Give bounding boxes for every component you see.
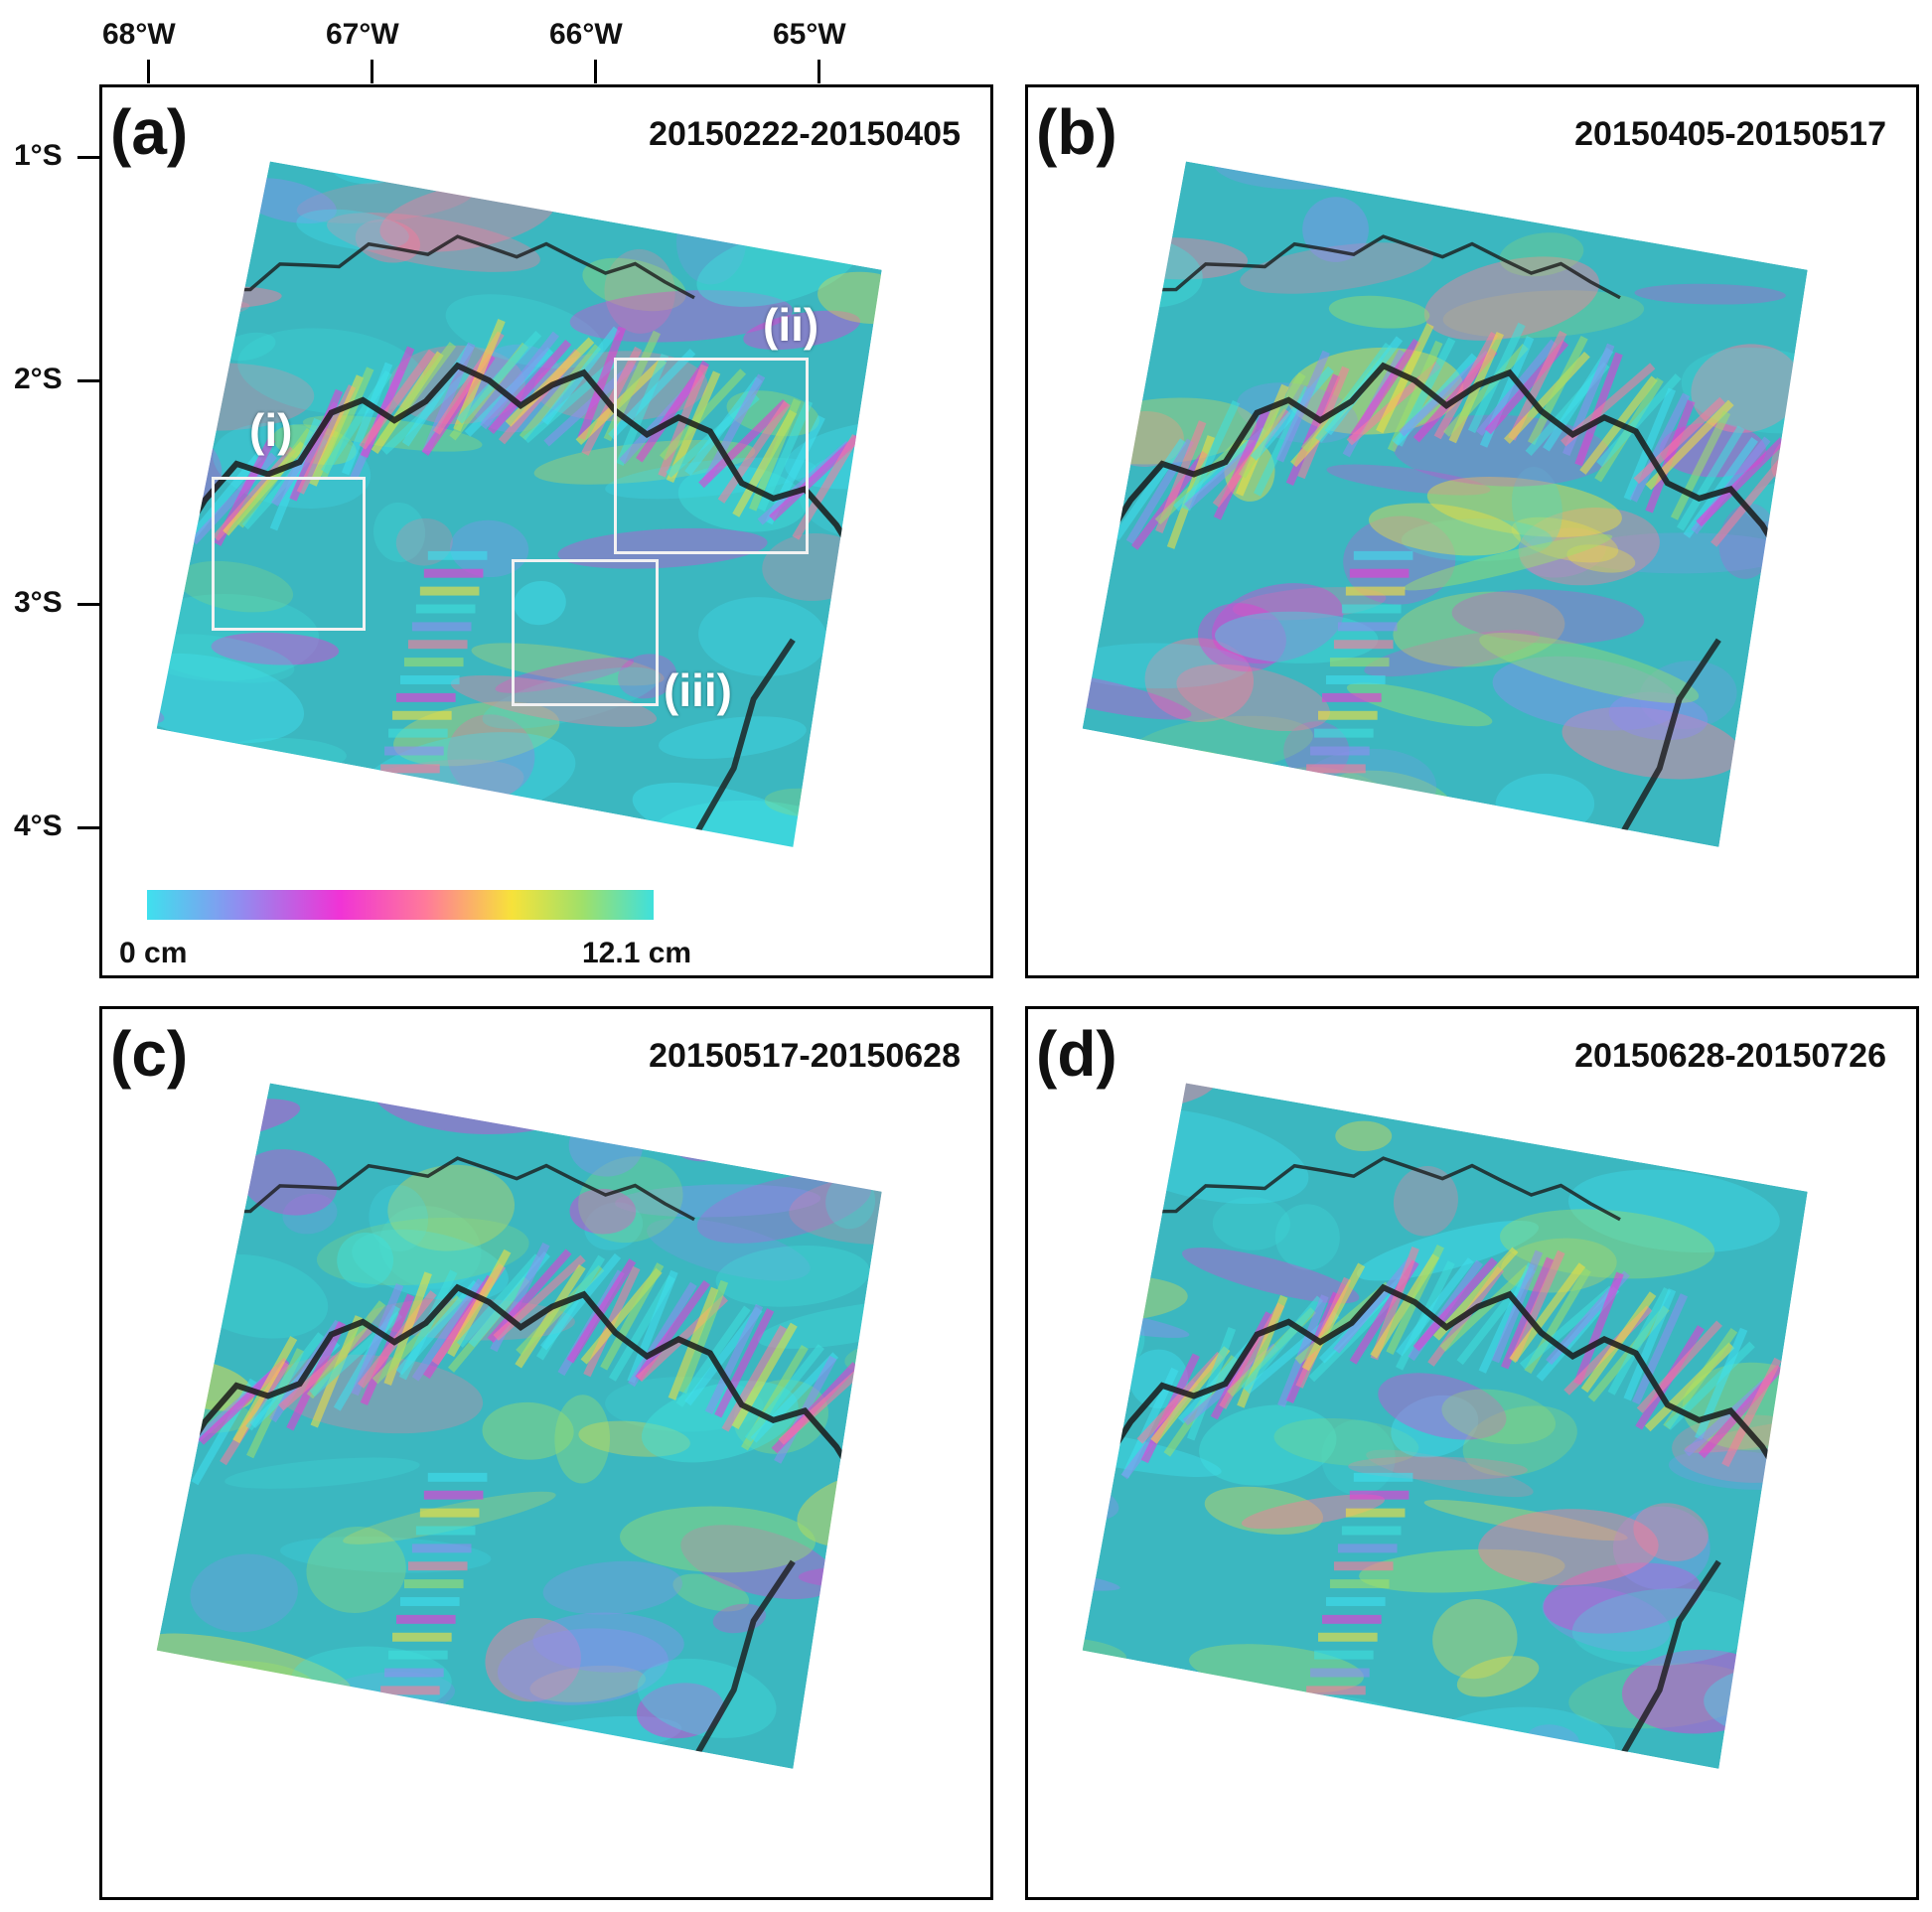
interferogram-map-c bbox=[156, 1083, 882, 1769]
lat-tick-mark bbox=[77, 379, 101, 382]
region-box-i bbox=[212, 477, 366, 631]
region-label-i: (i) bbox=[249, 404, 293, 456]
lat-tick-mark bbox=[77, 156, 101, 159]
colorbar-gradient bbox=[147, 890, 654, 920]
lat-tick-mark bbox=[77, 603, 101, 606]
region-box-ii bbox=[614, 358, 809, 554]
panel-letter: (c) bbox=[110, 1018, 189, 1090]
panel-date-range: 20150405-20150517 bbox=[1574, 115, 1886, 153]
lat-tick-label: 3°S bbox=[14, 586, 63, 619]
region-label-ii: (ii) bbox=[763, 299, 819, 351]
region-label-iii: (iii) bbox=[664, 664, 732, 716]
interferogram-map-b bbox=[1082, 161, 1808, 847]
lon-tick-mark bbox=[371, 60, 373, 83]
panel-c: (c) 20150517-20150628 bbox=[99, 1006, 993, 1900]
panel-date-range: 20150222-20150405 bbox=[649, 115, 961, 153]
panel-letter: (a) bbox=[110, 96, 189, 168]
lat-tick-mark bbox=[77, 826, 101, 829]
lat-tick-label: 2°S bbox=[14, 363, 63, 395]
region-box-iii bbox=[512, 559, 659, 706]
panel-date-range: 20150517-20150628 bbox=[649, 1037, 961, 1075]
panel-b: (b) 20150405-20150517 bbox=[1025, 84, 1919, 978]
panel-a: (a) 20150222-20150405 (i) (ii) (iii) 0 c… bbox=[99, 84, 993, 978]
lat-tick-label: 4°S bbox=[14, 809, 63, 842]
lon-tick-label: 67°W bbox=[326, 18, 399, 51]
lon-tick-label: 65°W bbox=[773, 18, 846, 51]
panel-d: (d) 20150628-20150726 bbox=[1025, 1006, 1919, 1900]
interferogram-map-d bbox=[1082, 1083, 1808, 1769]
panel-letter: (d) bbox=[1036, 1018, 1117, 1090]
lon-tick-mark bbox=[594, 60, 597, 83]
interferogram-map-a bbox=[156, 161, 882, 847]
lat-tick-label: 1°S bbox=[14, 139, 63, 172]
lon-tick-mark bbox=[147, 60, 150, 83]
lon-tick-mark bbox=[817, 60, 820, 83]
colorbar-max-label: 12.1 cm bbox=[582, 937, 692, 969]
panel-letter: (b) bbox=[1036, 96, 1117, 168]
lon-tick-label: 66°W bbox=[549, 18, 623, 51]
panel-date-range: 20150628-20150726 bbox=[1574, 1037, 1886, 1075]
lon-tick-label: 68°W bbox=[102, 18, 176, 51]
colorbar-min-label: 0 cm bbox=[119, 937, 188, 969]
